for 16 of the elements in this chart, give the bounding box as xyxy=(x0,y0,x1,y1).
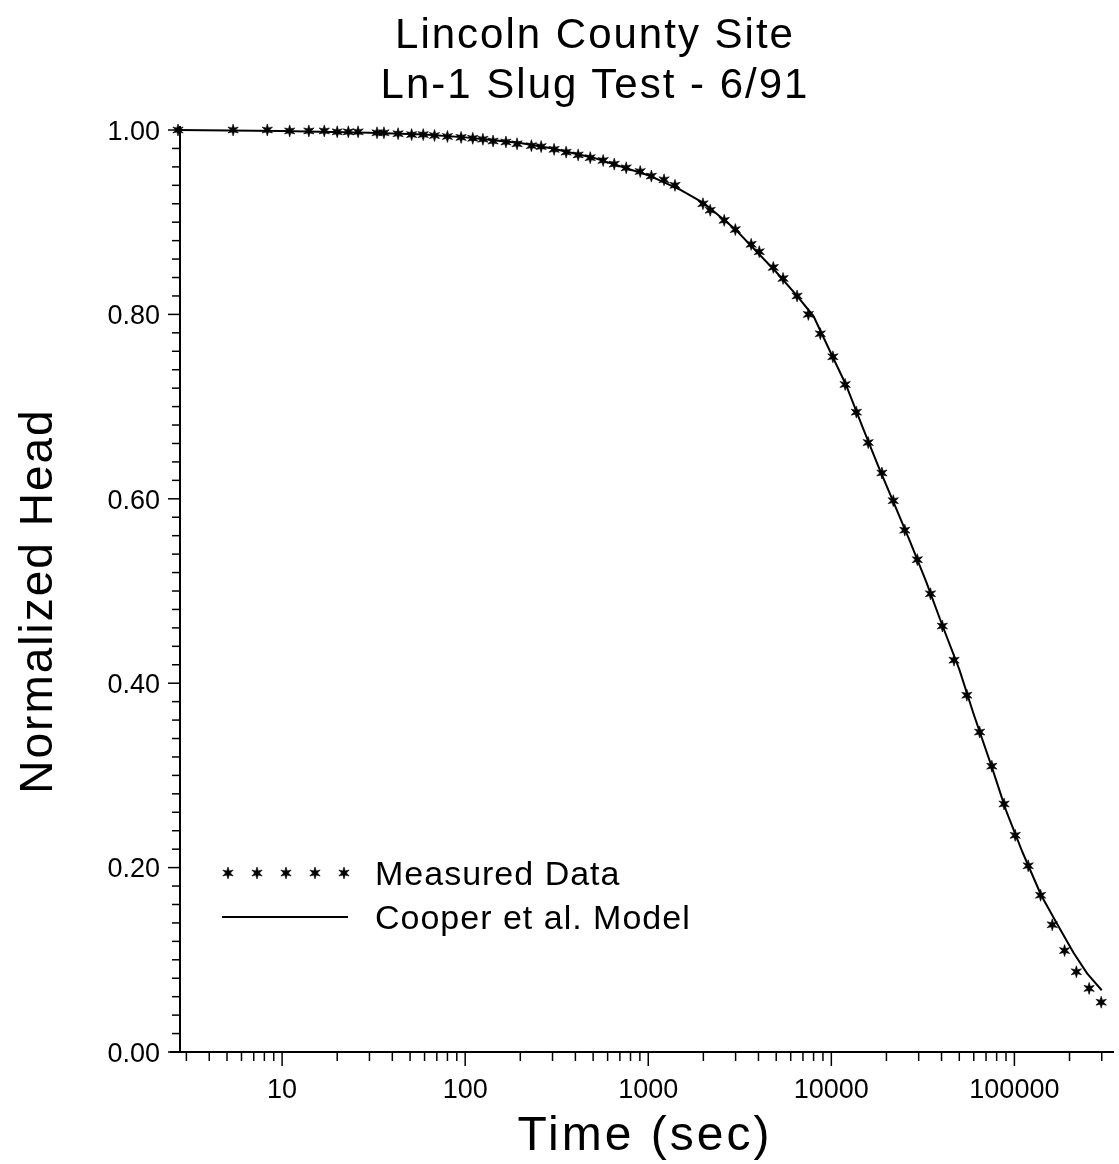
x-tick-label: 1000 xyxy=(618,1074,679,1104)
x-tick-label: 100 xyxy=(442,1074,488,1104)
y-tick-label: 0.40 xyxy=(107,668,160,699)
chart-title: Lincoln County Site Ln-1 Slug Test - 6/91 xyxy=(380,10,810,107)
y-tick-label: 1.00 xyxy=(107,115,160,146)
y-tick-label: 0.80 xyxy=(107,300,160,331)
legend-label: Cooper et al. Model xyxy=(375,898,691,937)
x-axis-title: Time (sec) xyxy=(517,1107,773,1160)
x-tick-label: 10000 xyxy=(793,1074,869,1104)
legend-label: Measured Data xyxy=(375,854,621,893)
y-axis-title: Normalized Head xyxy=(10,408,62,794)
x-tick-label: 100000 xyxy=(969,1074,1060,1104)
y-tick-label: 0.20 xyxy=(107,853,160,884)
x-tick-label: 10 xyxy=(267,1074,298,1104)
y-tick-label: 0.00 xyxy=(107,1037,160,1068)
y-tick-label: 0.60 xyxy=(107,484,160,515)
